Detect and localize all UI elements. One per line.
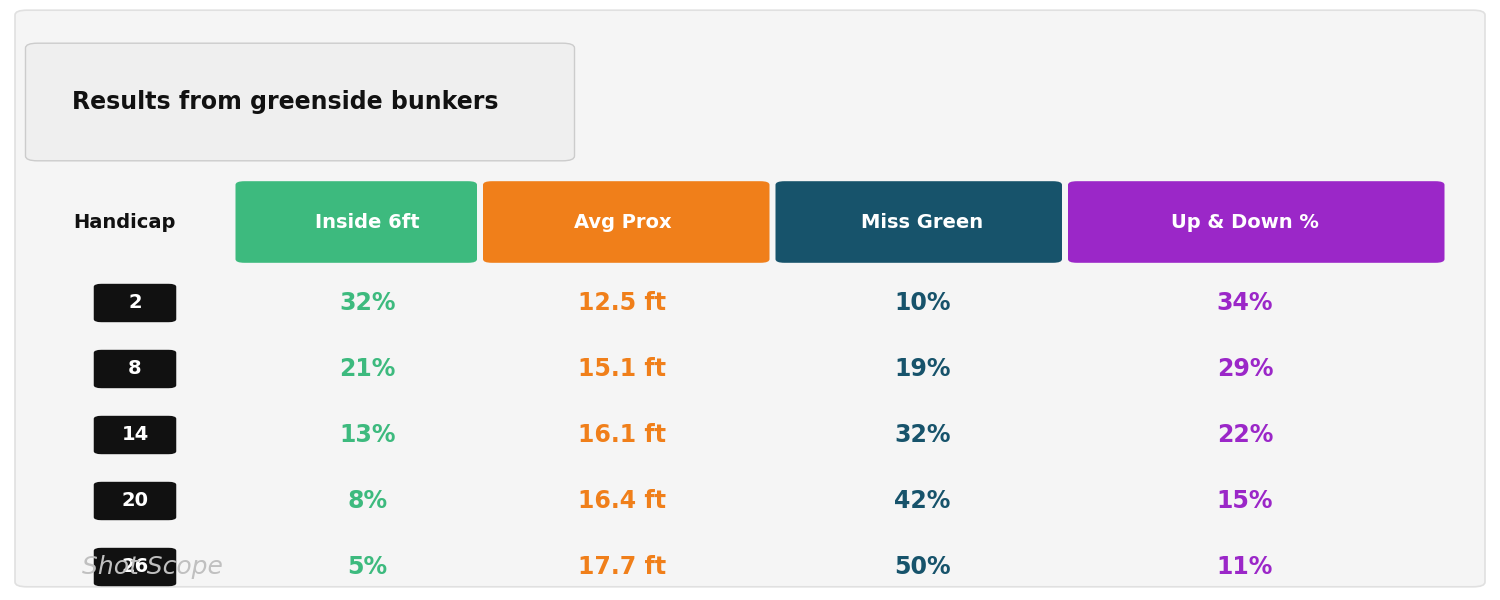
Text: 26: 26 (122, 557, 148, 577)
Text: 2: 2 (128, 293, 142, 313)
Text: 14: 14 (122, 425, 148, 445)
Text: 32%: 32% (339, 291, 396, 315)
Text: 13%: 13% (339, 423, 396, 447)
Text: 19%: 19% (894, 357, 951, 381)
Text: 15%: 15% (1216, 489, 1274, 513)
Text: 22%: 22% (1216, 423, 1274, 447)
Text: 8%: 8% (348, 489, 387, 513)
Text: 32%: 32% (894, 423, 951, 447)
Text: 16.4 ft: 16.4 ft (579, 489, 666, 513)
Text: Avg Prox: Avg Prox (573, 212, 672, 232)
Text: 17.7 ft: 17.7 ft (579, 555, 666, 579)
Text: 20: 20 (122, 491, 148, 511)
Text: 10%: 10% (894, 291, 951, 315)
Text: Shot Scope: Shot Scope (82, 555, 224, 579)
Text: 21%: 21% (339, 357, 396, 381)
Text: 29%: 29% (1216, 357, 1274, 381)
Text: Results from greenside bunkers: Results from greenside bunkers (72, 90, 498, 114)
Text: Inside 6ft: Inside 6ft (315, 212, 420, 232)
Text: Handicap: Handicap (74, 212, 176, 232)
Text: 42%: 42% (894, 489, 951, 513)
Text: 5%: 5% (348, 555, 387, 579)
Text: 8: 8 (128, 359, 142, 379)
Text: Up & Down %: Up & Down % (1172, 212, 1318, 232)
Text: 15.1 ft: 15.1 ft (579, 357, 666, 381)
Text: 11%: 11% (1216, 555, 1274, 579)
Text: 50%: 50% (894, 555, 951, 579)
Text: 12.5 ft: 12.5 ft (579, 291, 666, 315)
Text: 34%: 34% (1216, 291, 1274, 315)
Text: Miss Green: Miss Green (861, 212, 984, 232)
Text: 16.1 ft: 16.1 ft (579, 423, 666, 447)
